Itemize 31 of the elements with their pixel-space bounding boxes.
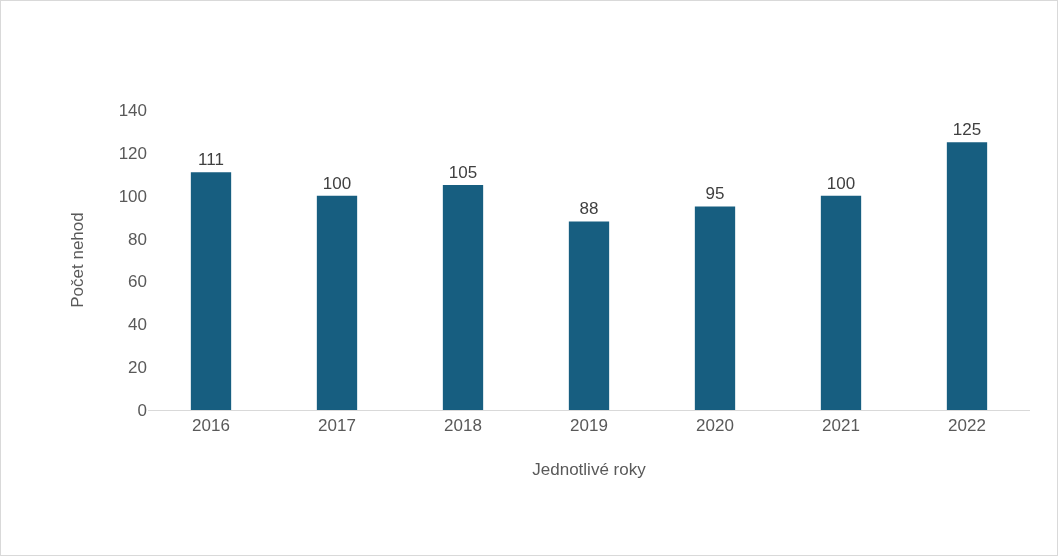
data-label: 95 [705, 184, 725, 204]
y-tick-label: 140 [118, 100, 147, 120]
bar [190, 172, 232, 410]
data-label: 100 [322, 173, 352, 193]
x-axis-title: Jednotlivé roky [532, 459, 647, 479]
x-tick-label: 2021 [822, 416, 860, 436]
bar [820, 195, 862, 410]
x-tick-label: 2022 [948, 416, 986, 436]
bar [694, 206, 736, 410]
data-label: 111 [198, 150, 224, 170]
bar [442, 185, 484, 410]
y-tick-label: 100 [118, 186, 147, 206]
data-label: 105 [448, 163, 478, 182]
bar [946, 142, 988, 410]
bar [316, 195, 358, 410]
y-tick-label: 120 [118, 143, 147, 163]
y-tick-label: 60 [128, 272, 147, 292]
y-axis-title: Počet nehod [68, 212, 88, 308]
y-tick-label: 40 [128, 315, 147, 335]
x-tick-label: 2019 [570, 416, 608, 436]
y-tick-label: 20 [128, 358, 147, 378]
x-tick-label: 2020 [696, 416, 734, 436]
bar [568, 221, 610, 410]
x-tick-label: 2017 [318, 416, 356, 436]
x-tick-label: 2016 [192, 416, 230, 436]
data-label: 125 [952, 120, 982, 140]
x-tick-label: 2018 [444, 416, 482, 436]
y-tick-label: 0 [137, 400, 147, 420]
data-label: 100 [826, 173, 856, 193]
y-tick-label: 80 [128, 229, 147, 249]
data-label: 88 [579, 199, 599, 219]
